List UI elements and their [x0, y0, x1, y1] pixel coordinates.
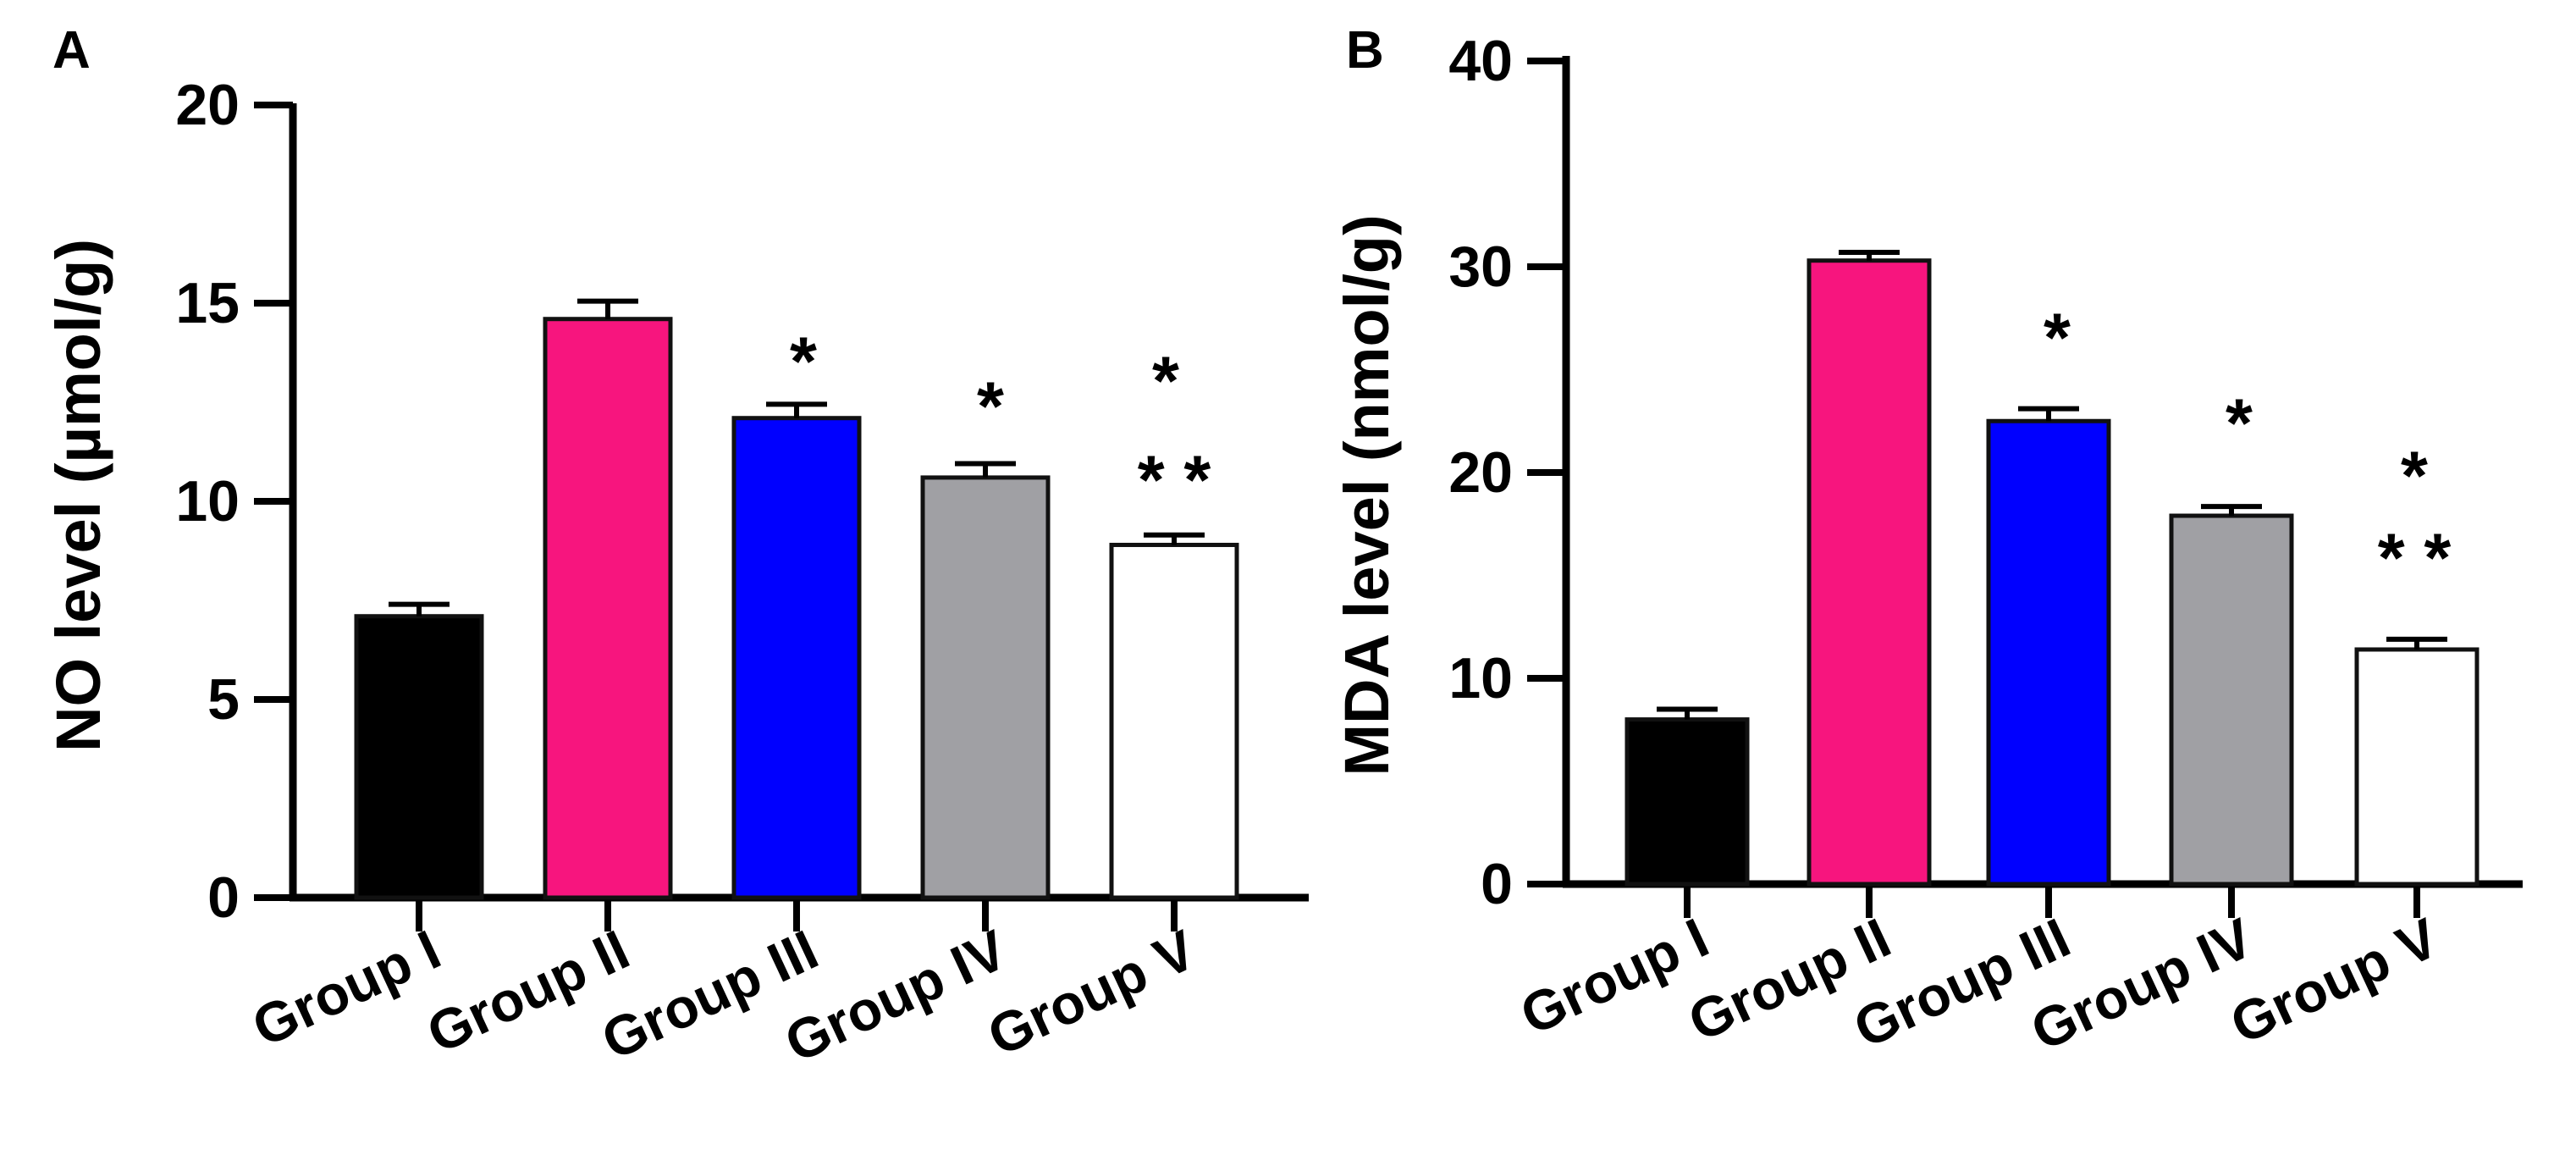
panel-b-ytick-labels: 0 10 20 30 40: [1448, 29, 1513, 916]
panel-b-bar: [1807, 258, 1932, 887]
panel-b-significance-mark: *: [2044, 300, 2071, 377]
panel-b-error-bar: [1657, 706, 1718, 720]
panel-a-xtick-label: Group IV: [775, 918, 1016, 1075]
panel-a-bar: [354, 614, 484, 900]
panel-b-significance-mark: *: [2401, 438, 2428, 515]
panel-a-ytick-labels: 0 5 10 15 20: [175, 73, 240, 930]
panel-a-error-bar: [766, 401, 827, 418]
panel-b-bar: [1986, 418, 2111, 887]
panel-a-error-bar: [1144, 532, 1205, 545]
panel-a-ytick-marks: [254, 102, 293, 901]
panel-b-significance-mark: *: [2226, 385, 2253, 462]
panel-b-ytick-marks: [1527, 58, 1566, 887]
panel-a-xtick-label: Group V: [979, 918, 1205, 1068]
panel-b-xtick-label: Group I: [1511, 906, 1718, 1047]
panel-a-ytick-label: 0: [207, 865, 240, 930]
panel-b-ytick-label: 10: [1448, 646, 1513, 710]
panel-b-ytick-label: 20: [1448, 440, 1513, 505]
panel-a-ylabel: NO level (µmol/g): [43, 239, 113, 752]
panel-a-significance: * * * * *: [790, 323, 1211, 519]
panel-b-bar: [1624, 717, 1750, 887]
panel-a-xtick-label: Group I: [243, 918, 450, 1059]
panel-b-error-bar: [2018, 406, 2079, 422]
panel-b-ytick-label: 30: [1448, 235, 1513, 299]
panel-a-xtick-labels: Group I Group II Group III Group IV Grou…: [243, 918, 1205, 1075]
panel-a-significance-mark: * *: [1138, 442, 1211, 519]
panel-a-error-bar: [955, 461, 1016, 478]
panel-a-error-bars: [389, 298, 1205, 616]
panel-a: A NO level (µmol/g) 0 5 10 15 20 Group I: [43, 21, 1309, 1074]
panel-b-error-bar: [1839, 249, 1900, 261]
panel-b-error-bar: [2386, 636, 2447, 650]
panel-b-ytick-label: 0: [1481, 852, 1513, 916]
panel-b-bars: [1624, 258, 2479, 887]
panel-a-bar: [1109, 542, 1239, 900]
panel-b-xtick-marks: [1684, 884, 2420, 918]
panel-b-significance-mark: * *: [2378, 520, 2452, 597]
panel-a-ytick-label: 15: [175, 271, 240, 335]
panel-b-ylabel: MDA level (nmol/g): [1332, 214, 1402, 776]
panel-a-ytick-label: 10: [175, 469, 240, 533]
panel-a-significance-mark: *: [790, 323, 817, 401]
panel-b-label: B: [1346, 21, 1384, 80]
panel-b-significance: * * * * *: [2044, 300, 2451, 597]
panel-a-bar: [731, 416, 862, 900]
panel-b-error-bar: [2201, 504, 2262, 517]
panel-b-bar: [2354, 647, 2479, 887]
panel-b-ytick-label: 40: [1448, 29, 1513, 93]
panel-b-xtick-label: Group V: [2221, 906, 2447, 1056]
panel-a-error-bar: [389, 601, 450, 616]
panel-a-ytick-label: 5: [207, 667, 240, 732]
panel-a-bar: [920, 475, 1051, 900]
panel-b: B MDA level (nmol/g) 0 10 20 30 40 Group…: [1332, 21, 2523, 1062]
panel-a-significance-mark: *: [977, 368, 1004, 445]
panel-a-ytick-label: 20: [175, 73, 240, 137]
panel-a-error-bar: [577, 298, 638, 319]
panel-a-label: A: [52, 21, 91, 80]
panel-b-error-bars: [1657, 249, 2447, 720]
panel-a-bar: [543, 317, 673, 900]
panel-b-bar: [2169, 513, 2294, 887]
panel-b-xtick-labels: Group I Group II Group III Group IV Grou…: [1511, 906, 2447, 1063]
panel-a-xtick-marks: [416, 898, 1178, 932]
panel-a-significance-mark: *: [1152, 343, 1179, 420]
panel-a-bars: [354, 317, 1239, 900]
